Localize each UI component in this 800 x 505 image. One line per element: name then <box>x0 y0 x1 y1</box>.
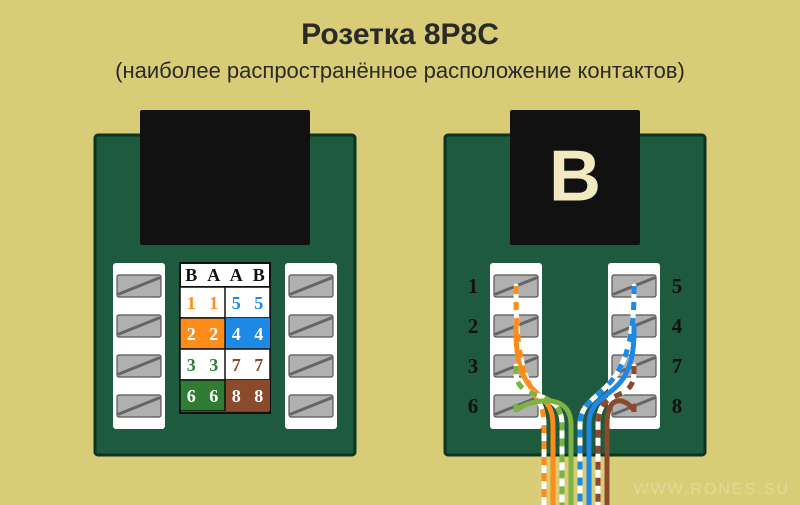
svg-text:3: 3 <box>187 355 196 375</box>
svg-text:2: 2 <box>187 324 196 344</box>
svg-text:1: 1 <box>468 274 479 298</box>
diagram-subtitle: (наиболее распространённое расположение … <box>0 58 800 84</box>
svg-text:4: 4 <box>254 324 263 344</box>
svg-text:4: 4 <box>672 314 683 338</box>
svg-text:2: 2 <box>468 314 479 338</box>
svg-text:8: 8 <box>232 386 241 406</box>
svg-text:3: 3 <box>468 354 479 378</box>
svg-text:7: 7 <box>232 355 241 375</box>
svg-text:5: 5 <box>232 293 241 313</box>
svg-text:8: 8 <box>672 394 683 418</box>
svg-text:B: B <box>253 265 265 285</box>
watermark-text: WWW.RONES.SU <box>634 481 790 499</box>
svg-text:5: 5 <box>672 274 683 298</box>
svg-text:6: 6 <box>468 394 479 418</box>
svg-text:1: 1 <box>187 293 196 313</box>
svg-text:3: 3 <box>209 355 218 375</box>
jack-plug <box>140 110 310 245</box>
diagram-title: Розетка 8P8C <box>0 18 800 52</box>
diagram-canvas: Розетка 8P8C (наиболее распространённое … <box>0 0 800 505</box>
svg-text:5: 5 <box>254 293 263 313</box>
svg-text:A: A <box>207 265 220 285</box>
svg-text:B: B <box>185 265 197 285</box>
svg-text:8: 8 <box>254 386 263 406</box>
plug-letter: B <box>549 137 601 217</box>
svg-text:6: 6 <box>187 386 196 406</box>
svg-text:7: 7 <box>254 355 263 375</box>
svg-text:A: A <box>230 265 243 285</box>
svg-text:4: 4 <box>232 324 241 344</box>
svg-text:1: 1 <box>209 293 218 313</box>
svg-text:6: 6 <box>209 386 218 406</box>
svg-text:2: 2 <box>209 324 218 344</box>
svg-text:7: 7 <box>672 354 683 378</box>
